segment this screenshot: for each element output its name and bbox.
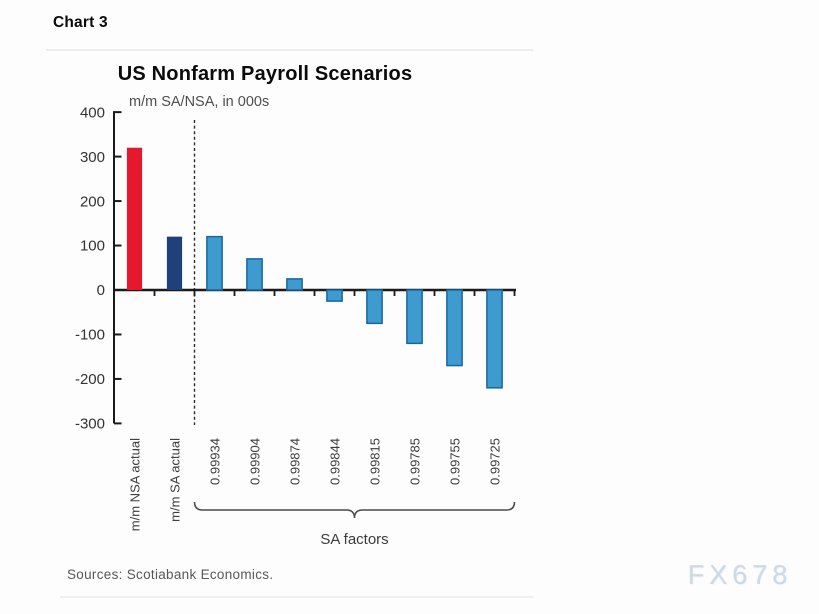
x-category-label: 0.99844 bbox=[327, 438, 342, 485]
chart-kicker: Chart 3 bbox=[53, 14, 108, 31]
bar-2 bbox=[206, 235, 223, 291]
x-category-label: 0.99755 bbox=[447, 438, 462, 485]
y-tick-label: 400 bbox=[80, 104, 105, 121]
top-divider bbox=[46, 49, 533, 51]
bar-1 bbox=[166, 236, 183, 290]
bottom-divider bbox=[60, 596, 533, 598]
bar-3 bbox=[246, 258, 263, 291]
y-tick-label: 0 bbox=[97, 282, 105, 299]
x-category-label: 0.99874 bbox=[287, 438, 302, 485]
bar-8 bbox=[446, 289, 463, 367]
bar-7 bbox=[406, 289, 423, 345]
x-category-label: 0.99815 bbox=[367, 438, 382, 485]
x-category-label: 0.99904 bbox=[247, 438, 262, 485]
chart-title: US Nonfarm Payroll Scenarios bbox=[117, 63, 413, 85]
x-category-label: m/m NSA actual bbox=[127, 438, 142, 531]
y-tick-label: 100 bbox=[80, 238, 105, 255]
bar-4 bbox=[286, 278, 303, 291]
x-category-label: m/m SA actual bbox=[167, 438, 182, 522]
sa-factors-brace bbox=[193, 501, 516, 519]
watermark-fx678: FX678 bbox=[688, 560, 793, 590]
y-tick-label: 200 bbox=[80, 193, 105, 210]
bar-5 bbox=[326, 289, 343, 302]
bar-0 bbox=[126, 147, 143, 290]
x-category-label: 0.99725 bbox=[487, 438, 502, 485]
x-category-label: 0.99934 bbox=[207, 438, 222, 485]
sa-factors-label: SA factors bbox=[320, 531, 388, 548]
sources-note: Sources: Scotiabank Economics. bbox=[67, 567, 274, 582]
bar-6 bbox=[366, 289, 383, 325]
chart-subtitle: m/m SA/NSA, in 000s bbox=[129, 94, 270, 110]
x-category-label: 0.99785 bbox=[407, 438, 422, 485]
y-tick-label: -300 bbox=[75, 416, 105, 433]
y-tick-label: 300 bbox=[80, 149, 105, 166]
y-tick-label: -200 bbox=[75, 371, 105, 388]
bar-9 bbox=[486, 289, 503, 389]
y-tick-label: -100 bbox=[75, 327, 105, 344]
